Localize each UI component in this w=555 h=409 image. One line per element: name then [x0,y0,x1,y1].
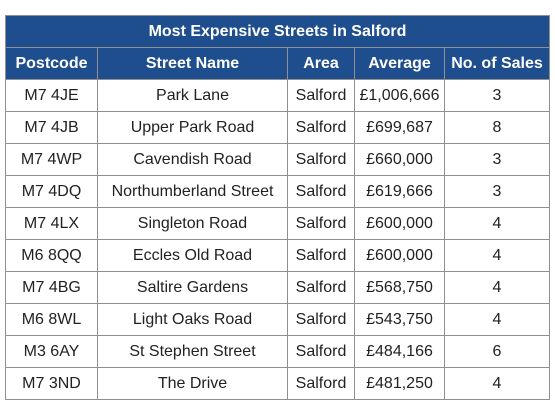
street-name-cell: Park Lane [97,79,288,112]
average-cell: £600,000 [354,239,445,272]
table-row: M7 3ND The Drive Salford £481,250 4 [5,367,550,400]
column-header-average: Average [354,47,445,80]
area-cell: Salford [287,303,355,336]
table-row: M7 4BG Saltire Gardens Salford £568,750 … [5,271,550,304]
sales-count-cell: 8 [444,111,550,144]
area-cell: Salford [287,143,355,176]
average-cell: £660,000 [354,143,445,176]
street-name-cell: The Drive [97,367,288,400]
sales-count-cell: 4 [444,271,550,304]
area-cell: Salford [287,335,355,368]
column-header-postcode: Postcode [5,47,98,80]
street-name-cell: Cavendish Road [97,143,288,176]
area-cell: Salford [287,79,355,112]
postcode-cell: M7 4JB [5,111,98,144]
sales-count-cell: 6 [444,335,550,368]
column-header-no-of-sales: No. of Sales [444,47,550,80]
postcode-cell: M7 4BG [5,271,98,304]
sales-count-cell: 4 [444,207,550,240]
postcode-cell: M7 4DQ [5,175,98,208]
street-name-cell: Eccles Old Road [97,239,288,272]
street-name-cell: Light Oaks Road [97,303,288,336]
average-cell: £543,750 [354,303,445,336]
sales-count-cell: 4 [444,367,550,400]
postcode-cell: M3 6AY [5,335,98,368]
area-cell: Salford [287,271,355,304]
table-row: M7 4LX Singleton Road Salford £600,000 4 [5,207,550,240]
column-header-street-name: Street Name [97,47,288,80]
sales-count-cell: 3 [444,143,550,176]
table-row: M7 4JE Park Lane Salford £1,006,666 3 [5,79,550,112]
table-row: M6 8WL Light Oaks Road Salford £543,750 … [5,303,550,336]
street-name-cell: Northumberland Street [97,175,288,208]
average-cell: £484,166 [354,335,445,368]
sales-count-cell: 4 [444,303,550,336]
table-row: M7 4DQ Northumberland Street Salford £61… [5,175,550,208]
table-row: M3 6AY St Stephen Street Salford £484,16… [5,335,550,368]
area-cell: Salford [287,239,355,272]
average-cell: £568,750 [354,271,445,304]
average-cell: £481,250 [354,367,445,400]
postcode-cell: M6 8WL [5,303,98,336]
postcode-cell: M7 4WP [5,143,98,176]
area-cell: Salford [287,367,355,400]
table-row: M7 4JB Upper Park Road Salford £699,687 … [5,111,550,144]
streets-table-container: Most Expensive Streets in Salford Postco… [5,15,550,400]
postcode-cell: M7 4LX [5,207,98,240]
street-name-cell: Saltire Gardens [97,271,288,304]
postcode-cell: M7 3ND [5,367,98,400]
average-cell: £699,687 [354,111,445,144]
area-cell: Salford [287,111,355,144]
street-name-cell: Singleton Road [97,207,288,240]
sales-count-cell: 3 [444,79,550,112]
table-row: M7 4WP Cavendish Road Salford £660,000 3 [5,143,550,176]
average-cell: £619,666 [354,175,445,208]
streets-table: Most Expensive Streets in Salford Postco… [5,15,550,400]
area-cell: Salford [287,175,355,208]
postcode-cell: M7 4JE [5,79,98,112]
area-cell: Salford [287,207,355,240]
postcode-cell: M6 8QQ [5,239,98,272]
table-row: M6 8QQ Eccles Old Road Salford £600,000 … [5,239,550,272]
table-title-row: Most Expensive Streets in Salford [5,15,550,48]
sales-count-cell: 3 [444,175,550,208]
sales-count-cell: 4 [444,239,550,272]
table-title: Most Expensive Streets in Salford [5,15,550,48]
street-name-cell: Upper Park Road [97,111,288,144]
column-header-area: Area [287,47,355,80]
table-header-row: Postcode Street Name Area Average No. of… [5,47,550,80]
street-name-cell: St Stephen Street [97,335,288,368]
average-cell: £600,000 [354,207,445,240]
average-cell: £1,006,666 [354,79,445,112]
